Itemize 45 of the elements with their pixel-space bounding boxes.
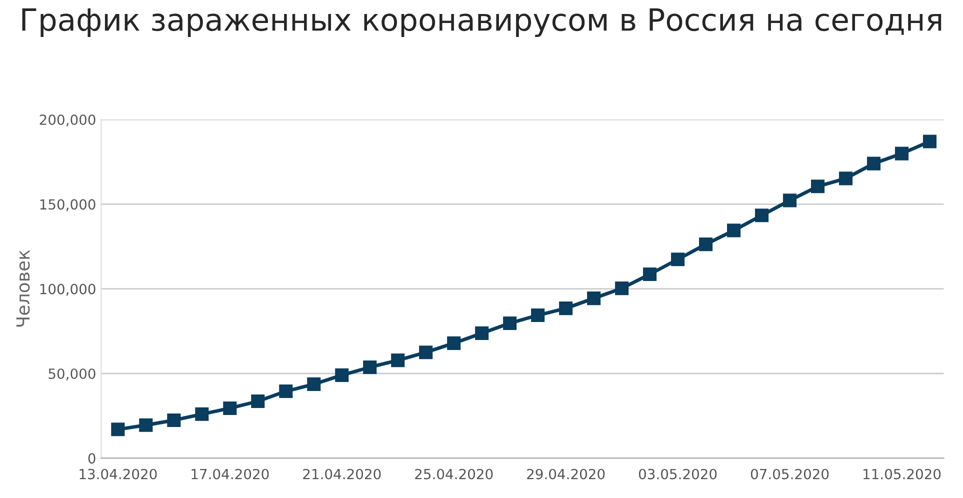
y-tick-label: 200,000 (40, 114, 96, 126)
point (894, 146, 909, 160)
point (699, 238, 713, 252)
x-tick-label: 13.04.2020 (80, 468, 157, 480)
y-tick-label: 50,000 (48, 368, 96, 380)
point (838, 172, 853, 186)
x-tick-label: 11.05.2020 (864, 468, 941, 480)
point (251, 394, 265, 408)
point (559, 302, 573, 316)
x-tick-label: 17.04.2020 (192, 468, 269, 480)
point (363, 360, 377, 374)
x-tick-label: 21.04.2020 (303, 468, 381, 480)
point (223, 401, 237, 415)
point (755, 208, 769, 222)
point (167, 413, 181, 427)
point (503, 316, 517, 330)
point (335, 368, 349, 382)
point (783, 194, 797, 208)
point (419, 346, 433, 360)
point (671, 252, 685, 266)
point (195, 407, 209, 421)
point (307, 377, 321, 391)
point (810, 180, 825, 194)
point (922, 134, 937, 148)
y-tick-label: 0 (88, 453, 96, 464)
point (139, 418, 153, 432)
x-tick-label: 03.05.2020 (638, 468, 717, 480)
point (643, 268, 657, 282)
chart-title: График зараженных коронавирусом в Россия на сегодня (22, 8, 942, 38)
point (279, 384, 293, 398)
point (615, 282, 629, 296)
point (111, 422, 125, 436)
point (727, 224, 741, 238)
x-tick-label: 29.04.2020 (527, 468, 605, 480)
point (531, 308, 545, 322)
y-axis-title: Человек (16, 250, 30, 327)
point (866, 156, 881, 170)
point (475, 326, 489, 340)
point (447, 336, 461, 350)
point (391, 354, 405, 368)
x-tick-label: 07.05.2020 (750, 468, 829, 480)
point (587, 292, 601, 306)
y-tick-label: 100,000 (40, 284, 96, 296)
y-tick-label: 150,000 (40, 199, 96, 212)
x-tick-label: 25.04.2020 (415, 468, 493, 480)
